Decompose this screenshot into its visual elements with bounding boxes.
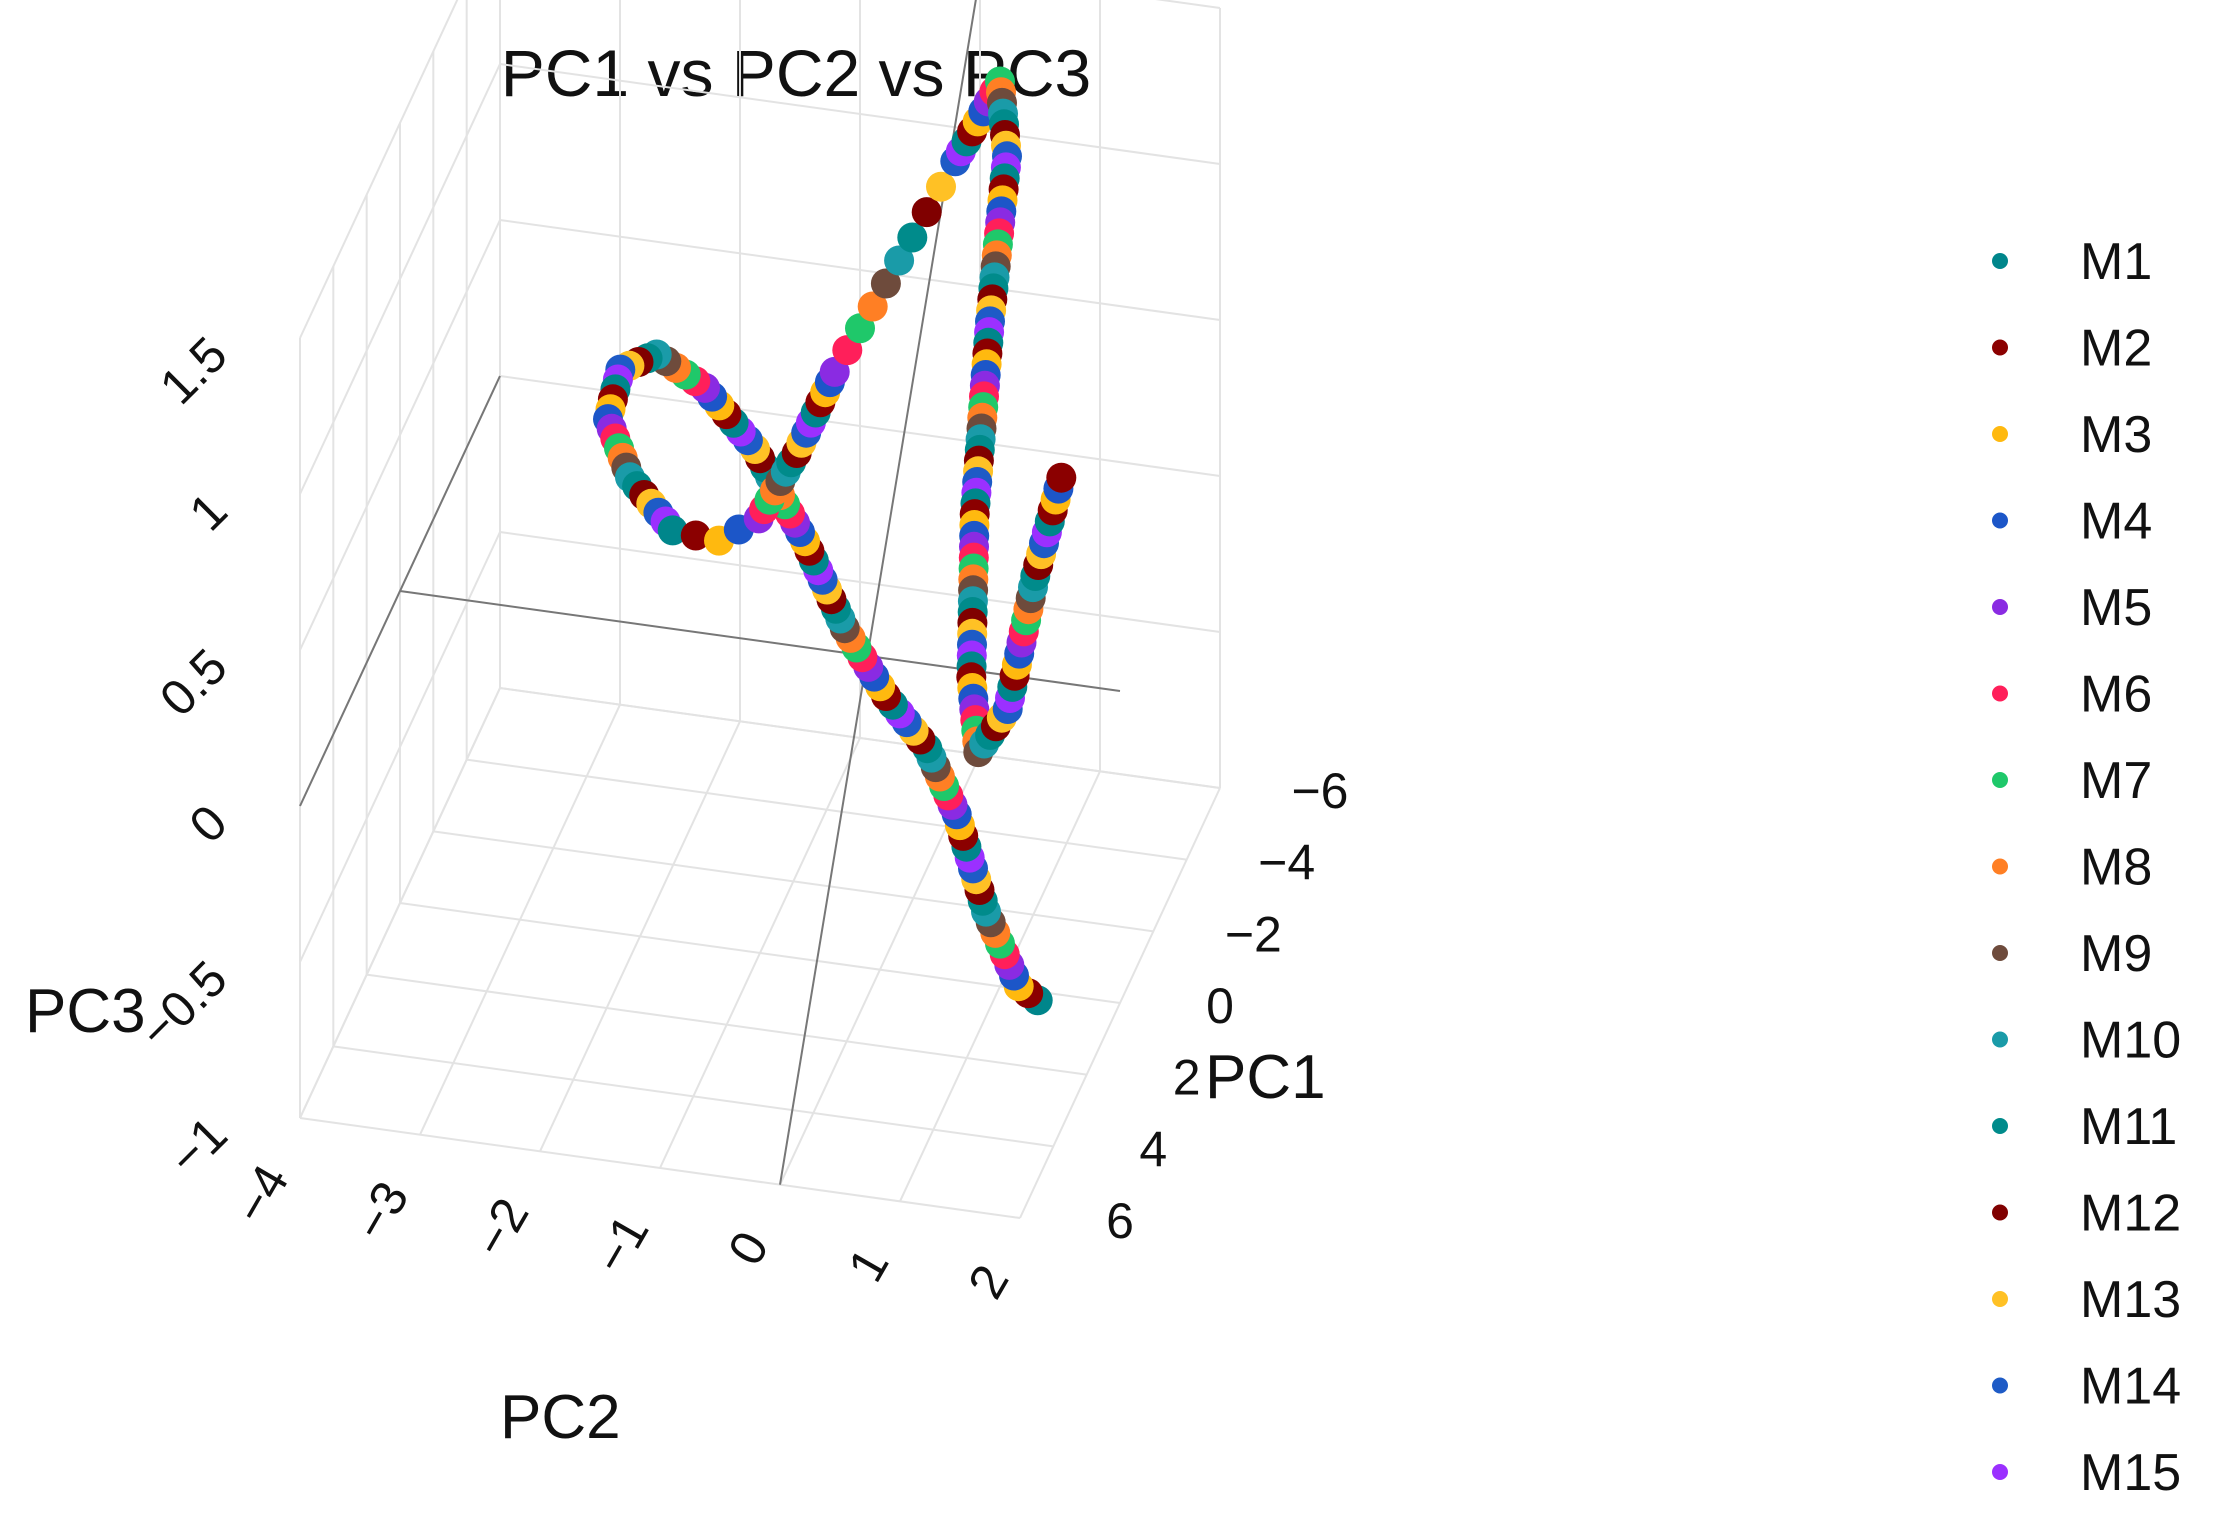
legend-marker: [1992, 339, 2008, 356]
grid-line: [299, 219, 501, 651]
legend-marker: [1992, 685, 2008, 702]
legend-marker: [1992, 945, 2008, 961]
grid-line: [466, 758, 1187, 861]
legend-label: M13: [2080, 1271, 2181, 1329]
data-point: [870, 268, 901, 299]
grid-line: [499, 687, 1221, 789]
grid-line: [433, 830, 1154, 933]
grid-line: [299, 0, 459, 339]
grid-line: [333, 1045, 1054, 1148]
tick-label-pc1: 0: [1206, 978, 1234, 1034]
legend-label: M6: [2080, 666, 2152, 724]
legend-marker: [1992, 1377, 2008, 1394]
legend-marker: [1992, 1204, 2008, 1221]
axis-title-pc2: PC2: [500, 1383, 621, 1452]
tick-label-pc2: −2: [463, 1189, 540, 1266]
legend-marker: [1992, 772, 2008, 788]
legend-label: M15: [2080, 1444, 2181, 1502]
legend-marker: [1992, 253, 2008, 269]
legend-label: M7: [2080, 752, 2152, 810]
tick-label-pc2: −3: [343, 1172, 420, 1249]
tick-label-pc1: −4: [1258, 835, 1315, 891]
data-point: [680, 520, 711, 551]
data-points: [593, 66, 1077, 1016]
grid-line: [299, 531, 501, 963]
tick-label-pc3: −1: [158, 1106, 238, 1186]
data-point: [657, 515, 688, 546]
legend-marker: [1992, 1464, 2008, 1480]
tick-label-pc1: 4: [1139, 1121, 1167, 1177]
data-point: [926, 171, 956, 202]
tick-label-pc3: 1: [179, 482, 238, 541]
tick-label-pc3: 0.5: [149, 638, 238, 727]
legend-label: M14: [2080, 1358, 2181, 1416]
legend-label: M11: [2080, 1098, 2177, 1156]
data-point: [911, 197, 942, 228]
data-point: [832, 335, 863, 366]
grid-line: [366, 973, 1087, 1076]
tick-label-pc1: 6: [1106, 1193, 1134, 1249]
tick-label-pc2: 0: [717, 1222, 779, 1274]
legend-marker: [1992, 599, 2008, 615]
tick-label-pc2: −4: [223, 1156, 300, 1233]
grid-line: [499, 63, 1221, 165]
legend-label: M1: [2080, 233, 2152, 291]
tick-label-pc1: −2: [1225, 906, 1282, 962]
data-point: [884, 245, 915, 276]
legend-label: M8: [2080, 839, 2152, 897]
data-point: [845, 313, 875, 344]
tick-label-pc3: 0: [179, 794, 238, 853]
grid-line: [299, 63, 501, 495]
grid-line: [399, 902, 1121, 1004]
tick-label-pc2: 2: [957, 1256, 1019, 1308]
tick-label-pc2: 1: [837, 1239, 899, 1291]
data-point: [1046, 462, 1077, 493]
axis-line-pc3-zero: [299, 375, 501, 807]
tick-label-pc3: 1.5: [149, 326, 238, 415]
legend-marker: [1992, 1291, 2008, 1307]
grid-line: [299, 1117, 1021, 1219]
legend-marker: [1992, 1118, 2008, 1134]
legend-label: M12: [2080, 1185, 2181, 1243]
legend-marker: [1992, 1031, 2008, 1048]
data-point: [897, 222, 928, 253]
data-point: [857, 291, 888, 322]
legend-label: M3: [2080, 406, 2152, 464]
axis-title-pc3: PC3: [25, 977, 146, 1046]
legend-label: M9: [2080, 925, 2152, 983]
tick-label-pc1: −6: [1291, 763, 1348, 819]
legend-label: M10: [2080, 1012, 2181, 1070]
legend-label: M4: [2080, 493, 2152, 551]
legend: M1 M2 M3 M4 M5 M6 M7 M8 M9 M10 M11 M12 M13 M14 M15: [1992, 233, 2181, 1502]
legend-label: M5: [2080, 579, 2152, 637]
tick-label-pc2: −1: [583, 1206, 660, 1283]
legend-label: M2: [2080, 320, 2152, 378]
axis-grid: [299, 0, 1221, 1219]
data-point: [819, 356, 850, 387]
legend-marker: [1992, 512, 2008, 529]
legend-marker: [1992, 858, 2008, 875]
axis-title-pc1: PC1: [1205, 1043, 1326, 1112]
grid-line: [499, 219, 1221, 321]
grid-line: [299, 687, 501, 1119]
grid-line: [499, 531, 1221, 633]
tick-label-pc1: 2: [1173, 1050, 1201, 1106]
legend-marker: [1992, 426, 2008, 442]
